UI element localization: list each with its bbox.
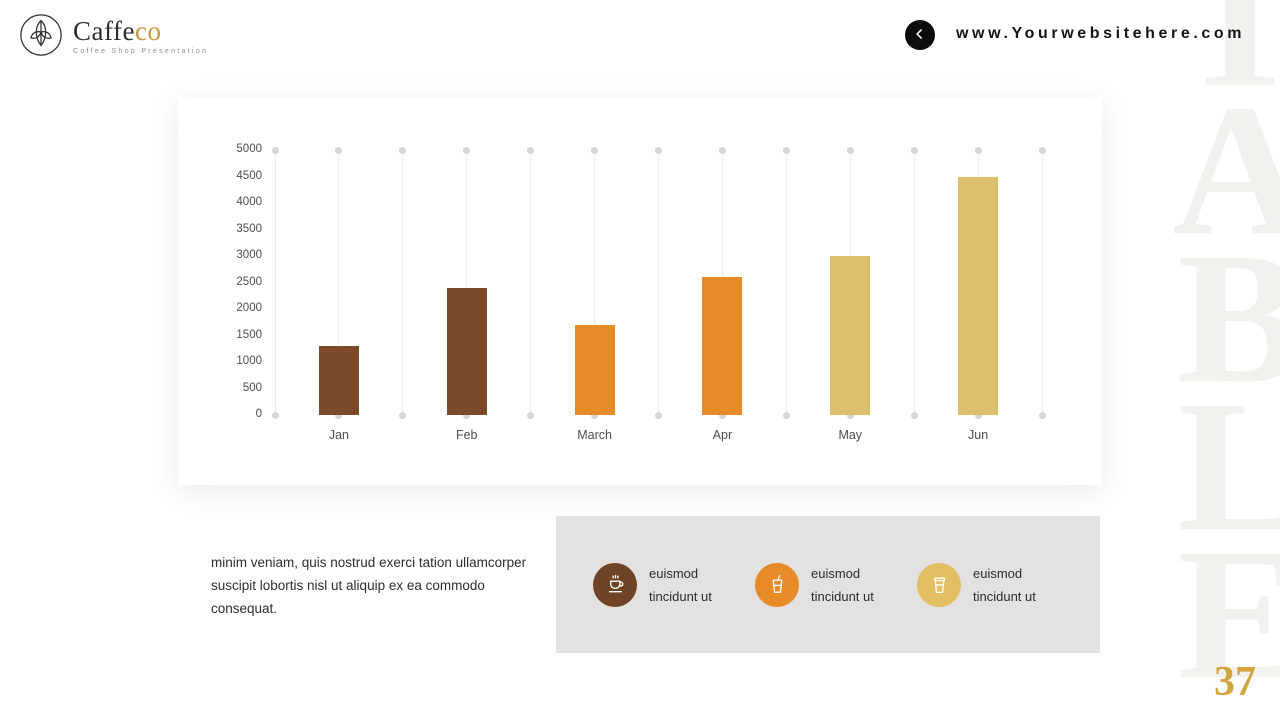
grid-dot — [655, 146, 662, 154]
watermark-letter: E — [1177, 509, 1280, 718]
x-axis-label: May — [838, 428, 863, 442]
watermark-letter: A — [1172, 65, 1280, 274]
gridline — [530, 150, 532, 415]
grid-dot — [974, 146, 982, 154]
grid-dot — [399, 411, 407, 419]
grid-dot — [271, 411, 279, 419]
y-axis-label: 2000 — [236, 302, 262, 314]
grid-dot — [718, 146, 726, 154]
gridline — [658, 150, 659, 415]
grid-dot — [1038, 411, 1046, 419]
gridline — [274, 150, 276, 415]
bar-chart: 0 500 1000 1500 2000 2500 3000 3500 4000 4500 5000… — [236, 143, 1046, 442]
chart-bar-apr — [702, 277, 743, 415]
watermark-letter: L — [1177, 361, 1280, 570]
takeaway-cup-icon — [917, 562, 961, 607]
brand-name-suffix: co — [134, 15, 162, 46]
y-axis-label: 1000 — [236, 355, 262, 367]
grid-dot — [527, 411, 535, 419]
grid-dot — [463, 411, 471, 419]
x-axis-label: Apr — [712, 428, 733, 442]
feature-item: euismod tincidunt ut — [917, 562, 1062, 608]
y-axis-label: 0 — [255, 408, 262, 420]
gridline — [338, 150, 340, 415]
grid-dot — [846, 411, 854, 419]
brand-tagline: Coffee Shop Presentation — [73, 47, 209, 55]
x-axis-label: March — [577, 428, 612, 442]
chart-bar-jun — [958, 176, 999, 415]
coffee-plant-logo-icon — [18, 12, 64, 58]
grid-dot — [463, 146, 471, 154]
gridline — [1041, 150, 1043, 415]
grid-dot — [335, 146, 343, 154]
logo-text: Caffeco Coffee Shop Presentation — [73, 16, 208, 55]
grid-dot — [910, 146, 918, 154]
espresso-cup-icon — [593, 562, 637, 607]
grid-dot — [655, 411, 662, 419]
gridline — [466, 150, 468, 415]
grid-dot — [271, 146, 279, 154]
gridline — [402, 150, 404, 415]
feature-item: euismod tincidunt ut — [755, 562, 900, 608]
feature-label: euismod tincidunt ut — [973, 565, 1036, 604]
watermark-letter: B — [1177, 213, 1280, 422]
x-axis-label: Jan — [328, 428, 349, 442]
grid-dot — [335, 411, 343, 419]
grid-dot — [782, 146, 790, 154]
back-button[interactable] — [905, 20, 935, 50]
y-axis-label: 1500 — [236, 328, 262, 341]
grid-dot — [846, 146, 854, 154]
features-panel: euismod tincidunt ut euismod tincidunt ut… — [556, 516, 1100, 653]
grid-dot — [718, 411, 726, 419]
x-axis-label: Jun — [968, 428, 989, 442]
brand-name-prefix: Caffe — [73, 15, 135, 46]
feature-label: euismod tincidunt ut — [811, 565, 874, 604]
chart-bar-march — [574, 324, 615, 415]
cold-drink-cup-icon — [755, 562, 799, 607]
y-axis-label: 4500 — [236, 169, 262, 182]
y-axis-label: 2500 — [236, 275, 262, 288]
website-link[interactable]: www.Yourwebsitehere.com — [956, 25, 1246, 42]
grid-dot — [974, 411, 982, 419]
chart-bar-jan — [318, 346, 359, 415]
gridline — [594, 150, 596, 415]
chart-card: 0 500 1000 1500 2000 2500 3000 3500 4000 4500 5000… — [178, 98, 1102, 485]
y-axis-label: 3000 — [236, 249, 262, 261]
page-number: 37 — [1214, 659, 1256, 705]
gridline — [785, 150, 787, 415]
chart-bar-feb — [446, 287, 487, 415]
y-axis-label: 5000 — [236, 143, 262, 155]
grid-dot — [910, 411, 918, 419]
chevron-left-icon — [913, 27, 927, 44]
grid-dot — [527, 146, 535, 154]
feature-item: euismod tincidunt ut — [593, 562, 738, 608]
feature-label: euismod tincidunt ut — [649, 565, 712, 604]
grid-dot — [1038, 146, 1046, 154]
y-axis-label: 4000 — [236, 196, 262, 208]
gridline — [913, 150, 915, 415]
x-axis-label: Feb — [455, 428, 478, 442]
grid-dot — [591, 411, 599, 419]
logo: Caffeco Coffee Shop Presentation — [18, 12, 208, 58]
grid-dot — [782, 411, 790, 419]
y-axis-label: 3500 — [236, 222, 262, 235]
brand-name: Caffeco — [73, 16, 208, 47]
body-paragraph: minim veniam, quis nostrud exerci tation… — [211, 555, 527, 616]
chart-bar-may — [830, 256, 871, 415]
grid-dot — [399, 146, 407, 154]
grid-dot — [591, 146, 599, 154]
y-axis-label: 500 — [242, 381, 262, 394]
